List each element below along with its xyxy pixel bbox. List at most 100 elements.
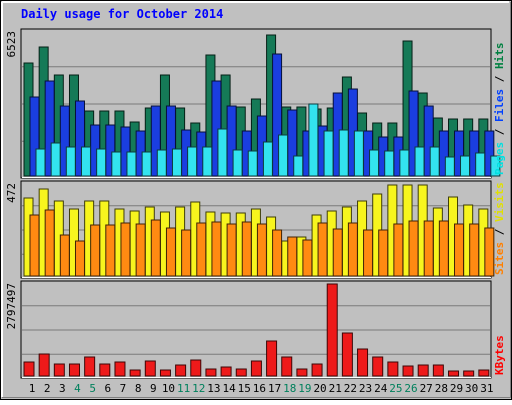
x-tick-label-day-12: 12	[192, 382, 205, 395]
chart-panels: 6523 Pages / Files / Hits 472 Sites / Visit…	[5, 28, 506, 379]
bar-sites-day-8	[135, 223, 146, 277]
bar-sites-day-25	[393, 223, 404, 277]
bar-kbytes-day-2	[38, 353, 50, 377]
bar-pages-day-12	[202, 146, 213, 177]
bar-kbytes-day-16	[250, 360, 262, 377]
x-tick-label-day-9: 9	[150, 382, 157, 395]
x-tick-label-day-28: 28	[435, 382, 448, 395]
bar-kbytes-day-5	[84, 356, 96, 377]
bar-kbytes-day-11	[175, 364, 187, 377]
bar-pages-day-14	[232, 149, 243, 177]
bar-sites-day-2	[44, 209, 55, 277]
bar-files-day-3	[59, 105, 70, 177]
x-tick-label-day-19: 19	[298, 382, 311, 395]
bar-pages-day-22	[353, 130, 364, 177]
bar-kbytes-day-9	[144, 360, 156, 377]
bar-pages-day-18	[293, 155, 304, 177]
bar-pages-day-30	[475, 152, 486, 177]
bar-sites-day-7	[120, 222, 131, 277]
bar-files-day-17	[272, 53, 283, 177]
bar-sites-day-16	[256, 223, 267, 277]
legend-sites-visits: Sites / Visits	[493, 182, 506, 275]
x-tick-label-day-10: 10	[162, 382, 175, 395]
x-tick-label-day-18: 18	[283, 382, 296, 395]
bar-sites-day-5	[90, 224, 101, 277]
y-max-label: 2797497	[5, 283, 18, 329]
bar-sites-day-28	[438, 220, 449, 277]
x-tick-label-day-1: 1	[29, 382, 36, 395]
bar-kbytes-day-21	[326, 283, 338, 377]
bar-sites-day-13	[211, 221, 222, 277]
bar-sites-day-4	[74, 240, 85, 277]
bar-kbytes-day-22	[341, 332, 353, 377]
bar-sites-day-18	[287, 236, 298, 277]
series-pages	[35, 103, 501, 177]
x-tick-label-day-31: 31	[480, 382, 493, 395]
bar-sites-day-10	[165, 227, 176, 277]
x-axis-labels: 1 2 3 4 5 6 7 8 9 10 11 12 13 14 15 16 17 18 19 20 21 22 23 24 2…	[29, 382, 494, 395]
bar-pages-day-27	[429, 146, 440, 177]
bar-files-day-2	[44, 80, 55, 177]
bar-sites-day-14	[226, 223, 237, 277]
x-tick-label-day-20: 20	[313, 382, 326, 395]
bar-sites-day-27	[423, 220, 434, 277]
bar-kbytes-day-26	[402, 365, 414, 377]
bar-pages-day-23	[369, 149, 380, 177]
x-tick-label-day-5: 5	[89, 382, 96, 395]
bar-pages-day-11	[187, 146, 198, 177]
bar-sites-day-17	[272, 229, 283, 277]
bar-sites-day-29	[454, 223, 465, 277]
x-tick-label-day-11: 11	[177, 382, 190, 395]
bar-pages-day-31	[490, 155, 501, 177]
x-tick-label-day-25: 25	[389, 382, 402, 395]
x-tick-label-day-2: 2	[44, 382, 51, 395]
x-tick-label-day-14: 14	[222, 382, 236, 395]
bar-pages-day-4	[80, 146, 91, 177]
bar-sites-day-9	[150, 219, 161, 277]
bar-kbytes-day-30	[463, 370, 475, 377]
bar-kbytes-day-7	[114, 361, 126, 377]
legend-part: Sites	[493, 242, 506, 275]
x-tick-label-day-29: 29	[450, 382, 463, 395]
bar-pages-day-2	[50, 142, 61, 177]
bar-sites-day-12	[196, 222, 207, 277]
bar-pages-day-15	[247, 150, 258, 177]
bar-kbytes-day-3	[53, 363, 65, 377]
x-tick-label-day-3: 3	[59, 382, 66, 395]
bar-files-day-9	[150, 105, 161, 177]
bar-kbytes-day-8	[129, 369, 141, 377]
bar-pages-day-7	[126, 151, 137, 177]
bar-sites-day-24	[378, 229, 389, 277]
bar-sites-day-23	[363, 229, 374, 277]
bar-kbytes-day-20	[311, 363, 323, 377]
y-max-label: 472	[5, 183, 18, 203]
x-tick-label-day-4: 4	[74, 382, 81, 395]
bar-kbytes-day-14	[220, 366, 232, 377]
bar-kbytes-day-18	[281, 356, 293, 377]
bar-pages-day-16	[262, 141, 273, 177]
x-tick-label-day-23: 23	[359, 382, 372, 395]
bar-sites-day-6	[105, 224, 116, 277]
bar-kbytes-day-31	[478, 369, 490, 377]
bar-sites-day-22	[347, 222, 358, 277]
bar-kbytes-day-10	[159, 369, 171, 377]
bar-pages-day-17	[278, 134, 289, 177]
bar-pages-day-25	[399, 149, 410, 177]
bar-pages-day-28	[444, 156, 455, 177]
x-tick-label-day-22: 22	[344, 382, 357, 395]
bar-kbytes-day-13	[205, 368, 217, 377]
bar-sites-day-3	[59, 234, 70, 277]
x-tick-label-day-21: 21	[329, 382, 342, 395]
bar-files-day-4	[74, 100, 85, 177]
bar-kbytes-day-12	[190, 359, 202, 377]
bar-pages-day-10	[171, 148, 182, 177]
bar-sites-day-31	[484, 227, 495, 277]
bar-pages-day-29	[460, 155, 471, 177]
x-tick-label-day-27: 27	[420, 382, 433, 395]
legend-part: KBytes	[493, 335, 506, 375]
legend-part: Pages	[493, 142, 506, 175]
bar-sites-day-26	[408, 220, 419, 277]
x-tick-label-day-6: 6	[104, 382, 111, 395]
